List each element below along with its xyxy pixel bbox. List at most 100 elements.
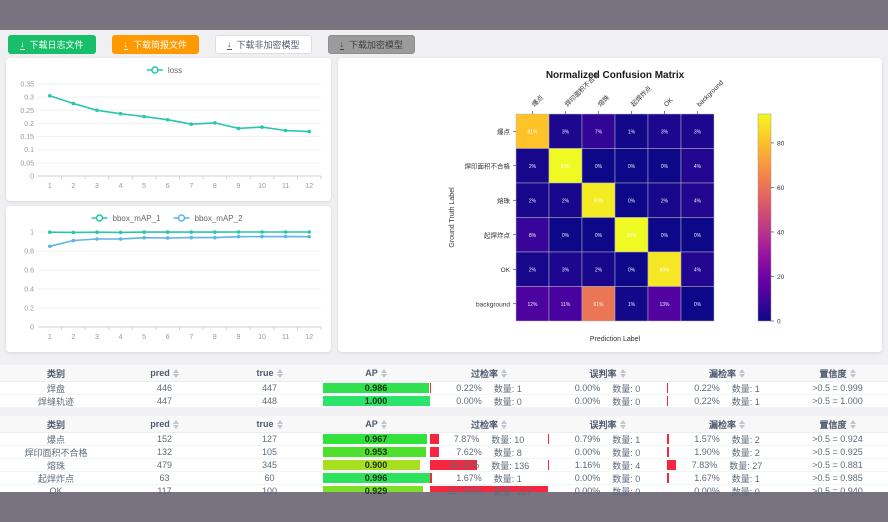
data-point[interactable] xyxy=(307,234,312,239)
sort-icon[interactable] xyxy=(619,419,626,429)
column-header-置信度[interactable]: 置信度 xyxy=(787,416,888,432)
sort-icon[interactable] xyxy=(619,368,626,378)
matrix-cell[interactable] xyxy=(581,148,616,184)
data-point[interactable] xyxy=(189,230,194,234)
table-row[interactable]: 焊盘 446 447 0.986 0.22% 数量: 1 0.00% 数量: 0 0.22% 数量… xyxy=(0,382,888,395)
column-header-漏检率[interactable]: 漏检率 xyxy=(667,416,787,432)
data-point[interactable] xyxy=(189,122,194,127)
table-row[interactable]: 熔珠 479 345 0.900 39.42% 数量: 136 1.16% 数量: 4 7.83… xyxy=(0,459,888,472)
data-point[interactable] xyxy=(213,230,217,234)
legend-item-bbox_mAP_2[interactable]: bbox_mAP_2 xyxy=(173,214,244,223)
column-header-pred[interactable]: pred xyxy=(112,416,217,432)
data-point[interactable] xyxy=(236,234,241,239)
column-header-过检率[interactable]: 过检率 xyxy=(430,416,548,432)
column-header-置信度[interactable]: 置信度 xyxy=(787,365,888,381)
sort-icon[interactable] xyxy=(739,419,745,429)
sort-icon[interactable] xyxy=(739,368,745,378)
matrix-cell[interactable] xyxy=(647,148,682,184)
data-point[interactable] xyxy=(165,230,170,234)
sort-icon[interactable] xyxy=(501,419,507,429)
download-report-button[interactable]: ↓ 下载简报文件 xyxy=(111,35,200,54)
column-header-true[interactable]: true xyxy=(217,416,322,432)
table-row[interactable]: 焊印面积不合格 132 105 0.953 7.62% 数量: 8 0.00% 数量: 0 1.… xyxy=(0,446,888,459)
sort-icon[interactable] xyxy=(380,419,387,429)
sort-icon[interactable] xyxy=(849,419,856,429)
column-header-AP[interactable]: AP xyxy=(322,416,430,432)
column-header-pred[interactable]: pred xyxy=(112,365,217,381)
table-row[interactable]: 焊缝轨迹 447 448 1.000 0.00% 数量: 0 0.00% 数量: 0 0.22%… xyxy=(0,395,888,408)
data-point[interactable] xyxy=(118,230,123,235)
matrix-cell[interactable] xyxy=(548,113,583,149)
matrix-cell[interactable] xyxy=(581,182,616,218)
data-point[interactable] xyxy=(236,126,241,131)
data-point[interactable] xyxy=(71,101,76,106)
matrix-cell[interactable] xyxy=(581,217,616,253)
sort-icon[interactable] xyxy=(172,368,179,378)
data-point[interactable] xyxy=(142,235,146,240)
matrix-cell[interactable] xyxy=(680,182,715,218)
matrix-cell[interactable] xyxy=(581,286,616,322)
table-row[interactable]: 起焊炸点 63 60 0.996 1.67% 数量: 1 0.00% 数量: 0 1.67% 数量… xyxy=(0,472,888,485)
data-point[interactable] xyxy=(95,237,99,241)
data-point[interactable] xyxy=(71,230,76,235)
data-point[interactable] xyxy=(47,244,52,249)
sort-icon[interactable] xyxy=(276,419,283,429)
column-header-过检率[interactable]: 过检率 xyxy=(430,365,548,381)
download-encrypted-model-button[interactable]: ↓ 下载加密模型 xyxy=(327,35,416,54)
sort-icon[interactable] xyxy=(380,368,387,378)
legend-item-loss[interactable]: loss xyxy=(146,66,182,75)
table-row[interactable]: 爆点 152 127 0.967 7.87% 数量: 10 0.79% 数量: 1 1.57% 数… xyxy=(0,433,888,446)
data-point[interactable] xyxy=(307,129,312,134)
matrix-cell[interactable] xyxy=(647,113,682,149)
download-unencrypted-model-button[interactable]: ↓ 下载非加密模型 xyxy=(215,35,312,54)
column-header-true[interactable]: true xyxy=(217,365,322,381)
column-header-误判率[interactable]: 误判率 xyxy=(548,416,667,432)
data-point[interactable] xyxy=(283,230,288,234)
matrix-cell[interactable] xyxy=(548,286,583,322)
data-point[interactable] xyxy=(47,230,52,234)
data-point[interactable] xyxy=(283,128,288,133)
sort-icon[interactable] xyxy=(501,368,507,378)
data-point[interactable] xyxy=(142,114,146,119)
data-point[interactable] xyxy=(165,117,170,122)
data-point[interactable] xyxy=(142,230,146,234)
matrix-cell[interactable] xyxy=(581,251,616,287)
data-point[interactable] xyxy=(283,234,288,239)
matrix-cell[interactable] xyxy=(581,113,616,149)
data-point[interactable] xyxy=(71,238,76,243)
sort-icon[interactable] xyxy=(849,368,856,378)
data-point[interactable] xyxy=(260,230,264,234)
matrix-cell[interactable] xyxy=(548,251,583,287)
matrix-cell[interactable] xyxy=(680,148,715,184)
matrix-cell[interactable] xyxy=(614,113,649,149)
data-point[interactable] xyxy=(260,234,264,239)
matrix-cell[interactable] xyxy=(680,113,715,149)
matrix-cell[interactable] xyxy=(647,286,682,322)
data-point[interactable] xyxy=(165,236,170,240)
column-header-漏检率[interactable]: 漏检率 xyxy=(667,365,787,381)
sort-icon[interactable] xyxy=(276,368,283,378)
matrix-cell[interactable] xyxy=(548,182,583,218)
matrix-cell[interactable] xyxy=(647,182,682,218)
data-point[interactable] xyxy=(95,230,99,234)
sort-icon[interactable] xyxy=(172,419,179,429)
data-point[interactable] xyxy=(213,235,217,240)
matrix-cell[interactable] xyxy=(647,251,682,287)
column-header-AP[interactable]: AP xyxy=(322,365,430,381)
data-point[interactable] xyxy=(118,111,123,116)
data-point[interactable] xyxy=(189,235,194,240)
data-point[interactable] xyxy=(307,230,312,234)
matrix-cell[interactable] xyxy=(680,217,715,253)
matrix-cell[interactable] xyxy=(680,286,715,322)
data-point[interactable] xyxy=(118,237,123,241)
matrix-cell[interactable] xyxy=(515,182,550,218)
data-point[interactable] xyxy=(213,121,217,125)
data-point[interactable] xyxy=(47,94,52,98)
column-header-误判率[interactable]: 误判率 xyxy=(548,365,667,381)
matrix-cell[interactable] xyxy=(548,148,583,184)
data-point[interactable] xyxy=(260,125,264,129)
data-point[interactable] xyxy=(95,108,99,113)
matrix-cell[interactable] xyxy=(614,217,649,253)
legend-item-bbox_mAP_1[interactable]: bbox_mAP_1 xyxy=(91,214,162,223)
download-log-button[interactable]: ↓ 下载日志文件 xyxy=(8,35,96,54)
